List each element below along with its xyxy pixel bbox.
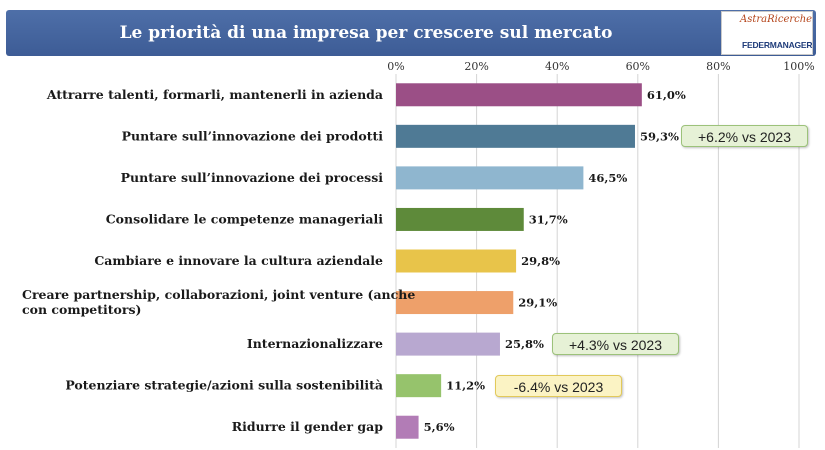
x-tick-label: 60%: [626, 60, 650, 73]
x-tick-label: 40%: [545, 60, 569, 73]
logo: AstraRicerche FEDERMANAGER: [721, 11, 813, 55]
bar: [396, 249, 517, 273]
category-label: con competitors): [22, 302, 141, 317]
x-tick-label: 0%: [387, 60, 404, 73]
data-label: 29,8%: [521, 254, 560, 268]
logo-text-top: AstraRicerche: [740, 14, 813, 25]
change-annotation: +4.3% vs 2023: [552, 333, 679, 356]
bar: [396, 166, 584, 190]
data-label: 25,8%: [505, 337, 544, 351]
page-title: Le priorità di una impresa per crescere …: [119, 23, 613, 43]
category-label: Attrarre talenti, formarli, mantenerli i…: [46, 87, 383, 102]
category-label: Potenziare strategie/azioni sulla sosten…: [65, 378, 383, 393]
data-label: 5,6%: [424, 420, 455, 434]
bar: [396, 332, 500, 356]
x-tick-label: 80%: [706, 60, 730, 73]
data-label: 11,2%: [446, 379, 485, 393]
bar: [396, 415, 419, 439]
category-label: Puntare sull’innovazione dei prodotti: [122, 128, 384, 143]
data-label: 59,3%: [640, 129, 679, 143]
change-annotation: +6.2% vs 2023: [681, 125, 808, 148]
category-label: Internazionalizzare: [247, 336, 383, 351]
bar: [396, 124, 635, 148]
x-tick-label: 100%: [783, 60, 814, 73]
data-label: 46,5%: [588, 171, 627, 185]
title-banner: Le priorità di una impresa per crescere …: [6, 10, 816, 56]
change-annotation: -6.4% vs 2023: [495, 374, 622, 397]
data-label: 29,1%: [518, 296, 557, 310]
category-label: Cambiare e innovare la cultura aziendale: [94, 253, 383, 268]
data-label: 61,0%: [647, 88, 686, 102]
bar: [396, 207, 524, 231]
category-label: Puntare sull’innovazione dei processi: [121, 170, 384, 185]
category-label: Creare partnership, collaborazioni, join…: [22, 287, 415, 302]
bar: [396, 83, 642, 107]
logo-text-bottom: FEDERMANAGER: [742, 40, 813, 50]
bar: [396, 374, 442, 398]
x-tick-label: 20%: [464, 60, 488, 73]
category-label: Consolidare le competenze manageriali: [106, 211, 384, 226]
bar: [396, 291, 514, 315]
data-label: 31,7%: [529, 212, 568, 226]
category-label: Ridurre il gender gap: [232, 419, 384, 434]
